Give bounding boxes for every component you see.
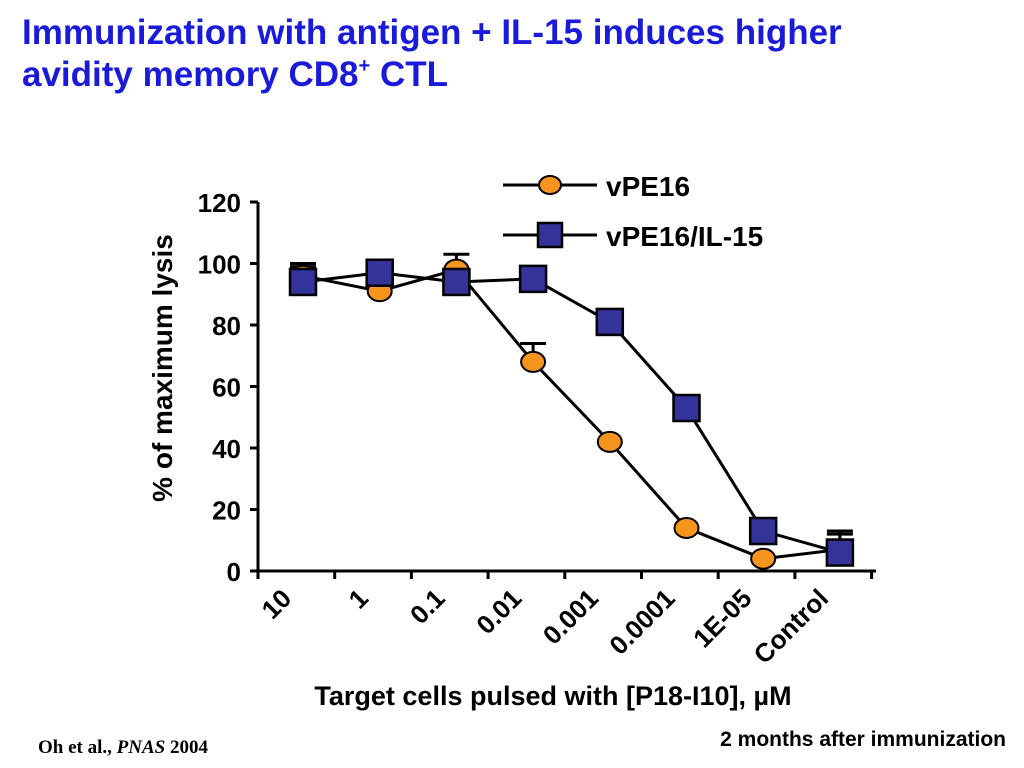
y-tick-label: 20 — [212, 496, 241, 526]
data-point-vpe16-il15 — [442, 267, 471, 297]
x-tick-label: 0.01 — [470, 583, 527, 640]
x-tick-label: 0.001 — [537, 583, 604, 650]
data-point-vpe16-il15 — [595, 307, 625, 337]
data-point-vpe16-il15 — [288, 267, 318, 297]
x-tick-label: 0.0001 — [603, 583, 680, 660]
x-tick-label: 1E-05 — [687, 583, 757, 653]
data-point-vpe16 — [596, 430, 623, 453]
x-tick-label: 10 — [256, 583, 298, 625]
x-axis-label: Target cells pulsed with [P18-I10], µM — [314, 681, 791, 711]
y-tick-label: 120 — [198, 188, 241, 218]
data-point-vpe16 — [673, 516, 700, 539]
citation: Oh et al., PNAS 2004 — [38, 737, 208, 759]
footnote: 2 months after immunization — [720, 728, 1006, 751]
y-tick-label: 40 — [212, 434, 241, 464]
x-tick-label: 0.1 — [404, 583, 451, 630]
y-tick-label: 100 — [198, 250, 241, 280]
title-line-1: Immunization with antigen + IL-15 induce… — [22, 13, 842, 52]
data-point-vpe16 — [520, 350, 547, 373]
citation-year: 2004 — [165, 737, 208, 758]
slide-title: Immunization with antigen + IL-15 induce… — [22, 12, 1012, 96]
title-line-2: avidity memory CD8+ CTL — [22, 54, 1012, 96]
x-tick-label: 1 — [342, 583, 373, 614]
y-axis-label: % of maximum lysis — [147, 234, 178, 502]
title-line-2-text: avidity memory CD8 — [22, 55, 359, 94]
title-superscript: + — [358, 55, 371, 77]
data-point-vpe16-il15 — [518, 264, 548, 294]
citation-authors: Oh et al., — [38, 737, 117, 758]
legend-label: vPE16 — [606, 171, 690, 202]
series-vpe16-line — [302, 267, 841, 561]
y-tick-label: 80 — [212, 311, 241, 341]
data-point-vpe16-il15 — [748, 516, 778, 546]
legend-label: vPE16/IL-15 — [606, 221, 763, 252]
y-tick-label: 60 — [212, 373, 241, 403]
data-point-vpe16 — [750, 547, 777, 570]
x-tick-label: Control — [748, 583, 835, 670]
citation-journal: PNAS — [116, 737, 166, 758]
data-point-vpe16-il15 — [672, 393, 701, 423]
y-tick-label: 0 — [227, 557, 241, 587]
data-point-vpe16-il15 — [365, 258, 394, 287]
data-point-vpe16-il15 — [825, 538, 855, 567]
title-line-2-end: CTL — [370, 55, 448, 94]
series-vpe16-il15-line — [302, 271, 841, 554]
legend-marker-circle — [538, 175, 562, 195]
legend-marker-square — [536, 221, 564, 249]
